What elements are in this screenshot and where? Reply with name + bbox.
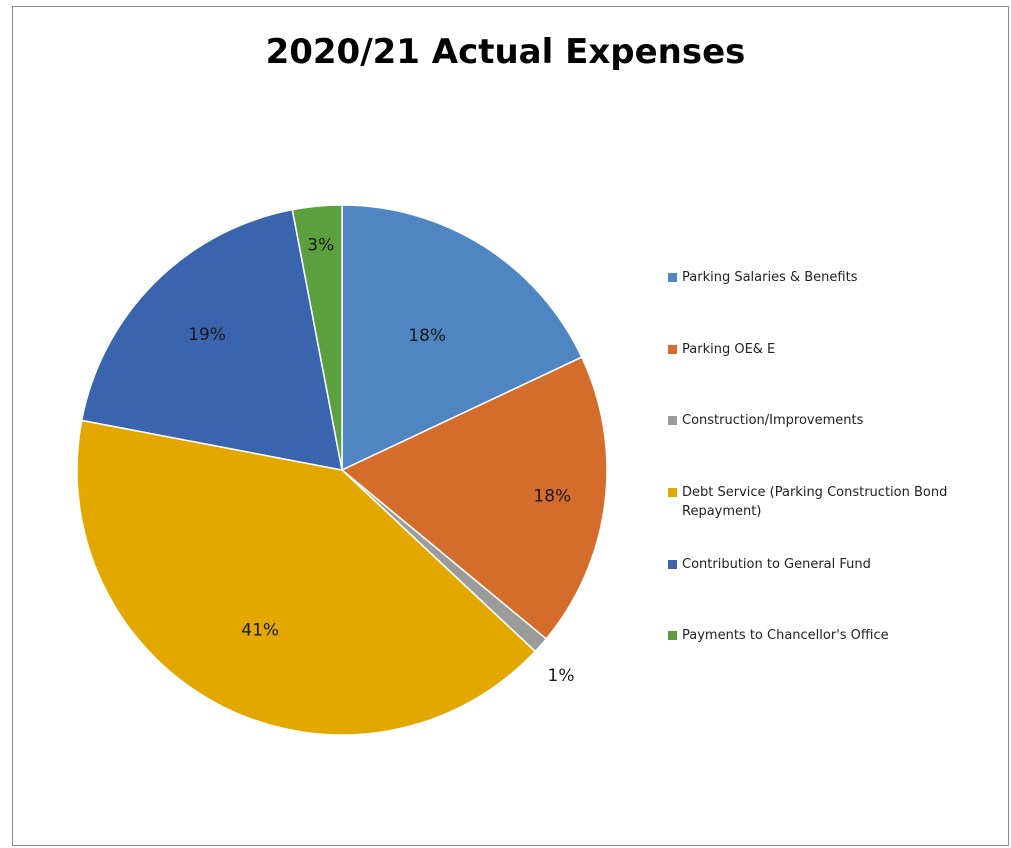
legend-label: Payments to Chancellor's Office: [682, 628, 889, 643]
legend-label: Parking OE& E: [682, 342, 776, 357]
legend-swatch: [668, 345, 677, 354]
pie-slice-5: [80, 208, 343, 471]
legend-item-4: Debt Service (Parking Construction Bond …: [668, 483, 982, 521]
legend-swatch: [668, 560, 677, 569]
pie-slice-2: [340, 356, 608, 640]
pie-slice-6: [291, 204, 343, 471]
legend-swatch: [668, 631, 677, 640]
data-label-2: 18%: [533, 487, 571, 507]
legend-label: Debt Service (Parking Construction Bond …: [682, 485, 948, 519]
chart-title: 2020/21 Actual Expenses: [265, 32, 746, 72]
legend-item-1: Parking Salaries & Benefits: [668, 268, 982, 287]
pie-slice-4: [76, 419, 537, 736]
data-label-5: 19%: [188, 325, 226, 345]
legend-item-3: Construction/Improvements: [668, 411, 982, 430]
pie-slice-1: [341, 204, 583, 472]
legend-item-6: Payments to Chancellor's Office: [668, 626, 982, 645]
data-label-6: 3%: [307, 236, 334, 256]
legend-label: Parking Salaries & Benefits: [682, 270, 858, 285]
legend-label: Construction/Improvements: [682, 413, 864, 428]
data-label-1: 18%: [408, 326, 446, 346]
legend-swatch: [668, 273, 677, 282]
legend-item-5: Contribution to General Fund: [668, 555, 982, 574]
data-label-4: 41%: [241, 621, 279, 641]
legend-item-2: Parking OE& E: [668, 340, 982, 359]
legend-label: Contribution to General Fund: [682, 557, 871, 572]
legend-swatch: [668, 416, 677, 425]
legend-swatch: [668, 488, 677, 497]
data-label-3: 1%: [548, 666, 575, 686]
